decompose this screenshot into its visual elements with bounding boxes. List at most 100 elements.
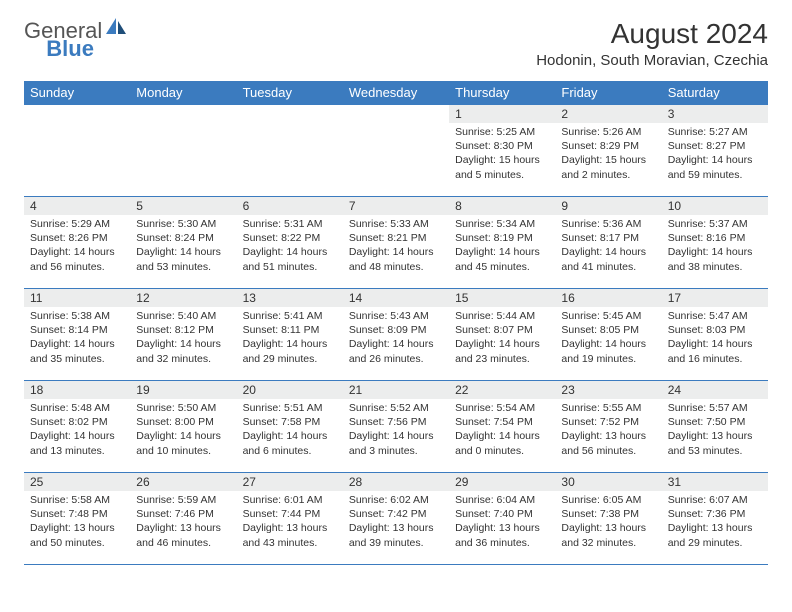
day-number: 1 [449,105,555,123]
day-cell [343,105,449,197]
calendar-table: SundayMondayTuesdayWednesdayThursdayFrid… [24,81,768,565]
day-cell: 11Sunrise: 5:38 AMSunset: 8:14 PMDayligh… [24,289,130,381]
day-number: 11 [24,289,130,307]
day-cell: 7Sunrise: 5:33 AMSunset: 8:21 PMDaylight… [343,197,449,289]
day-number: 7 [343,197,449,215]
day-content: Sunrise: 5:25 AMSunset: 8:30 PMDaylight:… [449,123,555,186]
day-content: Sunrise: 6:07 AMSunset: 7:36 PMDaylight:… [662,491,768,554]
day-number: 8 [449,197,555,215]
day-content: Sunrise: 5:30 AMSunset: 8:24 PMDaylight:… [130,215,236,278]
day-cell: 16Sunrise: 5:45 AMSunset: 8:05 PMDayligh… [555,289,661,381]
logo: General Blue [24,18,180,44]
day-content: Sunrise: 5:58 AMSunset: 7:48 PMDaylight:… [24,491,130,554]
day-cell: 28Sunrise: 6:02 AMSunset: 7:42 PMDayligh… [343,473,449,565]
day-cell: 19Sunrise: 5:50 AMSunset: 8:00 PMDayligh… [130,381,236,473]
day-header: Saturday [662,81,768,105]
day-cell: 5Sunrise: 5:30 AMSunset: 8:24 PMDaylight… [130,197,236,289]
day-number: 5 [130,197,236,215]
day-number: 13 [237,289,343,307]
day-cell: 22Sunrise: 5:54 AMSunset: 7:54 PMDayligh… [449,381,555,473]
day-content: Sunrise: 5:40 AMSunset: 8:12 PMDaylight:… [130,307,236,370]
logo-sail-icon [106,18,128,41]
day-number: 28 [343,473,449,491]
header: General Blue August 2024 Hodonin, South … [0,0,792,77]
day-content: Sunrise: 5:54 AMSunset: 7:54 PMDaylight:… [449,399,555,462]
day-content: Sunrise: 5:31 AMSunset: 8:22 PMDaylight:… [237,215,343,278]
day-content: Sunrise: 5:45 AMSunset: 8:05 PMDaylight:… [555,307,661,370]
week-row: 4Sunrise: 5:29 AMSunset: 8:26 PMDaylight… [24,197,768,289]
day-cell: 9Sunrise: 5:36 AMSunset: 8:17 PMDaylight… [555,197,661,289]
calendar-body: 1Sunrise: 5:25 AMSunset: 8:30 PMDaylight… [24,105,768,565]
day-cell: 24Sunrise: 5:57 AMSunset: 7:50 PMDayligh… [662,381,768,473]
day-number: 16 [555,289,661,307]
day-number: 10 [662,197,768,215]
day-cell: 18Sunrise: 5:48 AMSunset: 8:02 PMDayligh… [24,381,130,473]
day-header: Monday [130,81,236,105]
day-number: 3 [662,105,768,123]
day-content: Sunrise: 6:02 AMSunset: 7:42 PMDaylight:… [343,491,449,554]
day-number: 31 [662,473,768,491]
day-number: 6 [237,197,343,215]
day-cell: 13Sunrise: 5:41 AMSunset: 8:11 PMDayligh… [237,289,343,381]
day-number: 24 [662,381,768,399]
day-number: 20 [237,381,343,399]
day-cell: 3Sunrise: 5:27 AMSunset: 8:27 PMDaylight… [662,105,768,197]
day-content: Sunrise: 6:01 AMSunset: 7:44 PMDaylight:… [237,491,343,554]
day-content: Sunrise: 5:36 AMSunset: 8:17 PMDaylight:… [555,215,661,278]
day-cell: 12Sunrise: 5:40 AMSunset: 8:12 PMDayligh… [130,289,236,381]
day-number: 2 [555,105,661,123]
logo-text-2: Blue [46,36,94,62]
day-content: Sunrise: 5:52 AMSunset: 7:56 PMDaylight:… [343,399,449,462]
day-number: 26 [130,473,236,491]
day-number: 15 [449,289,555,307]
day-number: 19 [130,381,236,399]
day-number: 23 [555,381,661,399]
day-content: Sunrise: 5:51 AMSunset: 7:58 PMDaylight:… [237,399,343,462]
day-cell: 23Sunrise: 5:55 AMSunset: 7:52 PMDayligh… [555,381,661,473]
day-cell: 27Sunrise: 6:01 AMSunset: 7:44 PMDayligh… [237,473,343,565]
day-content: Sunrise: 5:41 AMSunset: 8:11 PMDaylight:… [237,307,343,370]
day-cell: 15Sunrise: 5:44 AMSunset: 8:07 PMDayligh… [449,289,555,381]
day-cell: 26Sunrise: 5:59 AMSunset: 7:46 PMDayligh… [130,473,236,565]
day-content: Sunrise: 5:34 AMSunset: 8:19 PMDaylight:… [449,215,555,278]
title-block: August 2024 Hodonin, South Moravian, Cze… [536,18,768,69]
location: Hodonin, South Moravian, Czechia [536,52,768,69]
day-cell: 31Sunrise: 6:07 AMSunset: 7:36 PMDayligh… [662,473,768,565]
day-cell: 6Sunrise: 5:31 AMSunset: 8:22 PMDaylight… [237,197,343,289]
day-content: Sunrise: 5:57 AMSunset: 7:50 PMDaylight:… [662,399,768,462]
day-content: Sunrise: 5:48 AMSunset: 8:02 PMDaylight:… [24,399,130,462]
week-row: 25Sunrise: 5:58 AMSunset: 7:48 PMDayligh… [24,473,768,565]
day-cell: 21Sunrise: 5:52 AMSunset: 7:56 PMDayligh… [343,381,449,473]
day-header: Friday [555,81,661,105]
day-number: 30 [555,473,661,491]
week-row: 18Sunrise: 5:48 AMSunset: 8:02 PMDayligh… [24,381,768,473]
day-header-row: SundayMondayTuesdayWednesdayThursdayFrid… [24,81,768,105]
day-content: Sunrise: 5:27 AMSunset: 8:27 PMDaylight:… [662,123,768,186]
day-number: 4 [24,197,130,215]
day-content: Sunrise: 6:04 AMSunset: 7:40 PMDaylight:… [449,491,555,554]
day-cell: 1Sunrise: 5:25 AMSunset: 8:30 PMDaylight… [449,105,555,197]
day-number: 17 [662,289,768,307]
day-cell: 20Sunrise: 5:51 AMSunset: 7:58 PMDayligh… [237,381,343,473]
week-row: 11Sunrise: 5:38 AMSunset: 8:14 PMDayligh… [24,289,768,381]
day-header: Thursday [449,81,555,105]
day-number: 27 [237,473,343,491]
day-content: Sunrise: 5:47 AMSunset: 8:03 PMDaylight:… [662,307,768,370]
day-cell [24,105,130,197]
day-content: Sunrise: 5:50 AMSunset: 8:00 PMDaylight:… [130,399,236,462]
day-header: Sunday [24,81,130,105]
day-cell: 14Sunrise: 5:43 AMSunset: 8:09 PMDayligh… [343,289,449,381]
day-cell: 10Sunrise: 5:37 AMSunset: 8:16 PMDayligh… [662,197,768,289]
day-content: Sunrise: 5:59 AMSunset: 7:46 PMDaylight:… [130,491,236,554]
day-cell: 25Sunrise: 5:58 AMSunset: 7:48 PMDayligh… [24,473,130,565]
day-number: 22 [449,381,555,399]
day-cell [130,105,236,197]
day-header: Wednesday [343,81,449,105]
day-cell: 17Sunrise: 5:47 AMSunset: 8:03 PMDayligh… [662,289,768,381]
day-number: 9 [555,197,661,215]
day-number: 18 [24,381,130,399]
day-content: Sunrise: 6:05 AMSunset: 7:38 PMDaylight:… [555,491,661,554]
day-number: 12 [130,289,236,307]
week-row: 1Sunrise: 5:25 AMSunset: 8:30 PMDaylight… [24,105,768,197]
day-content: Sunrise: 5:33 AMSunset: 8:21 PMDaylight:… [343,215,449,278]
